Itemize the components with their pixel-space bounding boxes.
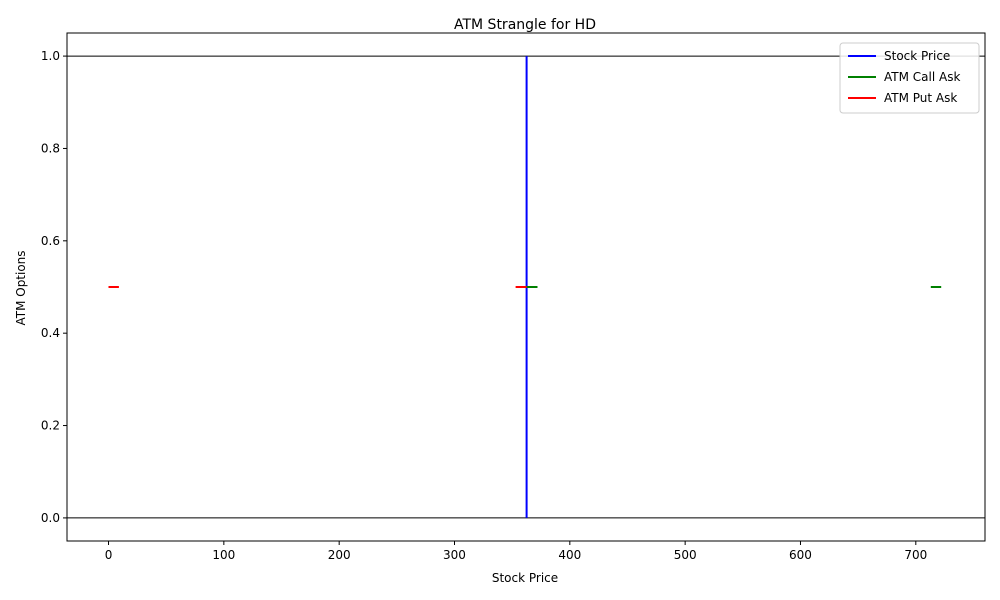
y-tick-label: 0.4	[41, 326, 60, 340]
plot-area	[67, 55, 985, 519]
x-tick-label: 700	[904, 548, 927, 562]
y-tick-label: 1.0	[41, 49, 60, 63]
x-tick-label: 200	[328, 548, 351, 562]
x-tick-label: 600	[789, 548, 812, 562]
y-axis: 0.0 0.2 0.4 0.6 0.8 1.0	[41, 49, 67, 525]
x-axis-label: Stock Price	[492, 571, 558, 585]
x-tick-label: 100	[212, 548, 235, 562]
x-tick-label: 300	[443, 548, 466, 562]
legend-label: ATM Put Ask	[884, 91, 957, 105]
x-tick-label: 0	[105, 548, 113, 562]
y-tick-label: 0.0	[41, 511, 60, 525]
y-tick-label: 0.2	[41, 419, 60, 433]
legend-frame	[839, 42, 980, 114]
x-tick-label: 500	[674, 548, 697, 562]
y-axis-label: ATM Options	[14, 250, 28, 325]
x-axis: 0 100 200 300 400 500 600 700	[105, 541, 927, 562]
legend-label: Stock Price	[884, 49, 950, 63]
legend-label: ATM Call Ask	[884, 70, 960, 84]
x-tick-label: 400	[558, 548, 581, 562]
chart-title: ATM Strangle for HD	[454, 17, 596, 33]
y-tick-label: 0.6	[41, 234, 60, 248]
plot-frame	[66, 32, 986, 542]
legend: Stock Price ATM Call Ask ATM Put Ask	[839, 42, 980, 114]
y-tick-label: 0.8	[41, 141, 60, 155]
